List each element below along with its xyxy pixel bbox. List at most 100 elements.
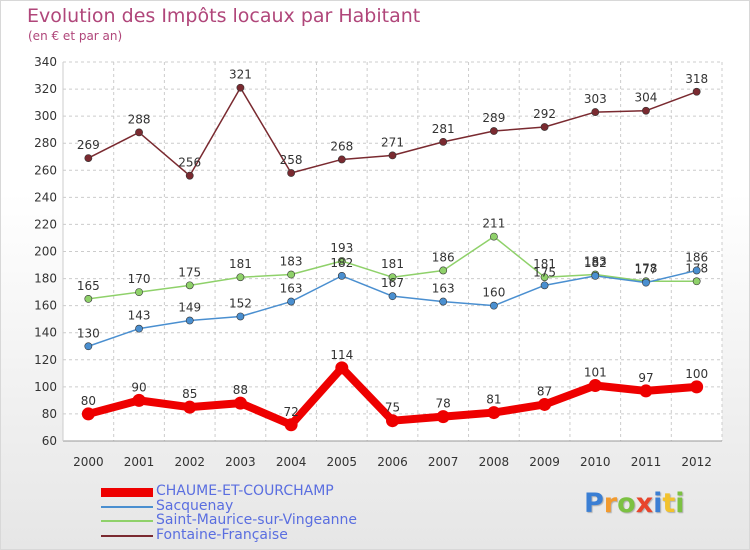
data-label: 178 xyxy=(635,261,658,275)
data-label: 211 xyxy=(482,217,505,231)
x-tick-label: 2006 xyxy=(377,455,408,469)
data-label: 288 xyxy=(128,112,151,126)
brand-logo: Proxiti xyxy=(584,488,685,519)
data-point xyxy=(642,106,650,115)
data-label: 88 xyxy=(233,383,248,397)
x-tick-label: 2003 xyxy=(225,455,256,469)
data-label: 193 xyxy=(330,241,353,255)
data-point xyxy=(236,83,245,92)
y-tick-label: 140 xyxy=(34,326,57,340)
x-tick-label: 2002 xyxy=(174,455,205,469)
data-point xyxy=(489,232,498,241)
x-tick-label: 2008 xyxy=(479,455,510,469)
data-point xyxy=(287,297,296,306)
y-tick-label: 60 xyxy=(42,434,57,448)
data-label: 81 xyxy=(486,393,501,407)
data-point xyxy=(439,297,448,306)
data-label: 85 xyxy=(182,387,197,401)
data-label: 258 xyxy=(280,153,303,167)
data-point xyxy=(386,414,399,428)
data-label: 167 xyxy=(381,276,404,290)
data-point xyxy=(236,273,245,282)
data-label: 303 xyxy=(584,92,607,106)
legend-label: Sacquenay xyxy=(156,497,234,514)
data-point xyxy=(135,324,143,333)
data-label: 152 xyxy=(229,296,252,310)
data-point xyxy=(388,273,397,282)
data-label: 304 xyxy=(635,91,658,105)
data-label: 182 xyxy=(584,256,607,270)
y-tick-label: 160 xyxy=(34,299,57,313)
data-label: 269 xyxy=(77,138,100,152)
y-tick-label: 260 xyxy=(34,163,57,177)
data-label: 181 xyxy=(533,257,556,271)
data-label: 149 xyxy=(178,301,201,315)
y-tick-label: 200 xyxy=(34,245,57,259)
x-tick-label: 2004 xyxy=(276,455,307,469)
y-tick-label: 240 xyxy=(34,190,57,204)
data-label: 114 xyxy=(330,348,353,362)
data-point xyxy=(335,361,349,375)
data-label: 130 xyxy=(77,326,100,340)
data-label: 177 xyxy=(635,263,658,277)
data-point xyxy=(84,342,93,351)
data-point xyxy=(236,312,245,321)
data-label: 256 xyxy=(178,156,201,170)
data-label: 183 xyxy=(584,255,607,269)
legend-label: Fontaine-Française xyxy=(156,526,288,543)
data-point xyxy=(337,155,346,164)
data-point xyxy=(183,400,197,414)
data-point xyxy=(337,257,346,265)
data-point xyxy=(135,288,143,297)
data-label: 75 xyxy=(385,401,400,415)
data-label: 87 xyxy=(537,384,552,398)
data-point xyxy=(487,406,501,420)
data-point xyxy=(185,281,194,290)
data-point xyxy=(233,396,247,410)
data-point xyxy=(132,393,146,407)
data-label: 175 xyxy=(533,265,556,279)
data-label: 182 xyxy=(330,256,353,270)
brand-letter: i xyxy=(675,488,685,519)
brand-letter: x xyxy=(635,488,654,519)
data-label: 165 xyxy=(77,279,100,293)
data-label: 163 xyxy=(432,282,455,296)
data-point xyxy=(690,380,704,394)
data-label: 175 xyxy=(178,265,201,279)
x-tick-label: 2007 xyxy=(428,455,459,469)
data-label: 160 xyxy=(482,286,505,300)
chart-subtitle: (en € et par an) xyxy=(28,29,123,43)
data-point xyxy=(591,108,600,116)
data-point xyxy=(588,379,602,393)
data-point xyxy=(84,154,93,163)
x-tick-label: 2011 xyxy=(631,455,662,469)
data-point xyxy=(337,271,346,280)
y-tick-label: 340 xyxy=(34,55,57,69)
data-point xyxy=(639,384,653,398)
x-tick-label: 2005 xyxy=(327,455,358,469)
data-label: 90 xyxy=(131,380,146,394)
data-label: 100 xyxy=(685,367,708,381)
brand-letter: P xyxy=(584,488,604,519)
data-label: 143 xyxy=(128,309,151,323)
x-tick-label: 2009 xyxy=(529,455,560,469)
data-point xyxy=(81,407,95,421)
x-tick-label: 2012 xyxy=(681,455,712,469)
data-point xyxy=(287,270,296,279)
data-label: 289 xyxy=(482,111,505,125)
y-tick-label: 280 xyxy=(34,136,57,150)
data-label: 101 xyxy=(584,366,607,380)
legend-swatch xyxy=(101,520,153,522)
data-label: 268 xyxy=(330,139,353,153)
brand-letter: o xyxy=(617,488,636,519)
data-point xyxy=(692,266,701,275)
data-label: 183 xyxy=(280,255,303,269)
brand-letter: i xyxy=(653,488,663,519)
data-point xyxy=(287,169,296,177)
y-tick-label: 180 xyxy=(34,272,57,286)
data-label: 318 xyxy=(685,72,708,86)
y-tick-label: 300 xyxy=(34,109,57,123)
x-tick-label: 2000 xyxy=(73,455,104,469)
brand-letter: t xyxy=(662,488,676,519)
